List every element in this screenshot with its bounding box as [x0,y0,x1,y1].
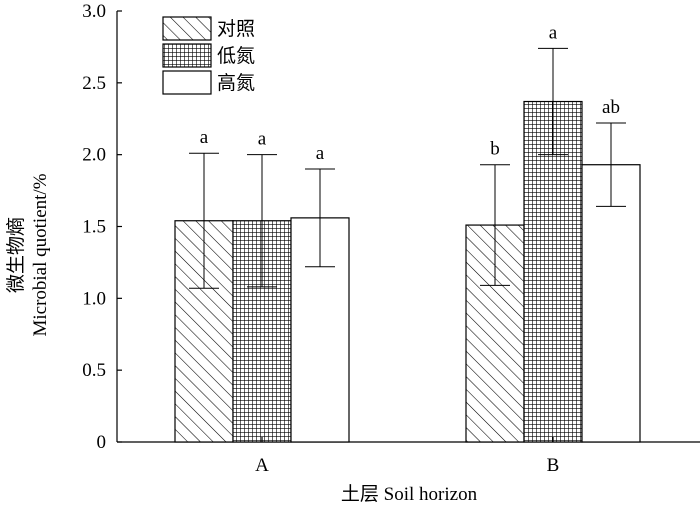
y-tick-label: 1.5 [82,217,106,238]
significance-letter: a [200,127,209,148]
x-tick-label: B [547,455,560,476]
bar [581,164,641,443]
significance-letter: ab [602,97,620,118]
y-ticks: 0 0.5 1.0 1.5 2.0 2.5 3.0 [82,1,122,453]
error-bars [189,47,626,289]
y-tick-label: 2.5 [82,73,106,94]
legend-swatch [162,43,212,68]
significance-letter: b [490,139,500,160]
x-tick-label: A [255,455,269,476]
bar [523,100,583,443]
legend-swatch [162,16,212,41]
legend-label: 低氮 [217,45,255,67]
y-tick-label: 1.0 [82,288,106,309]
legend-label: 对照 [217,18,255,40]
y-axis-label-en: Microbial quotient/% [30,173,51,336]
bars [174,100,641,443]
y-axis-label-cn: 微生物熵 [5,217,27,293]
significance-letter: a [549,22,558,43]
x-axis-label: 土层 Soil horizon [341,483,478,505]
legend-label: 高氮 [217,72,255,94]
significance-letter: a [258,129,267,150]
y-tick-label: 0 [97,432,107,453]
significance-letter: a [316,143,325,164]
y-tick-label: 2.0 [82,145,106,166]
y-tick-label: 0.5 [82,360,106,381]
y-tick-label: 3.0 [82,1,106,22]
legend-swatch [162,70,212,95]
